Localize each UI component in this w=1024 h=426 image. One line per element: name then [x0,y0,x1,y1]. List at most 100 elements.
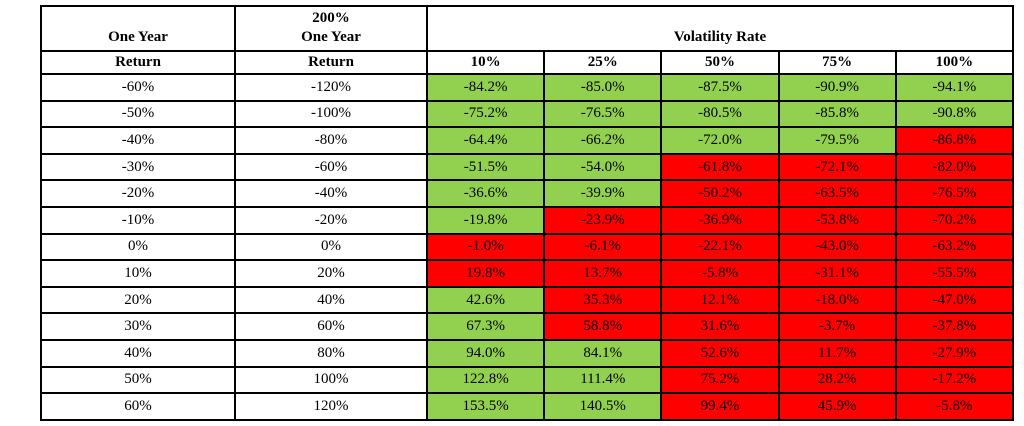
volatility-value-cell: 84.1% [543,338,663,368]
volatility-value-cell: -61.8% [660,152,780,182]
volatility-value-cell: -54.0% [543,152,663,182]
volatility-value-cell: 19.8% [425,259,546,288]
leveraged-return-cell: 80% [234,338,428,368]
volatility-value-cell: -47.0% [894,285,1015,315]
one-year-return-cell: -20% [40,179,236,208]
volatility-value-cell: -37.8% [894,312,1015,341]
volatility-value-cell: 122.8% [425,365,546,395]
volatility-value-cell: -70.2% [894,205,1015,235]
header-volatility-rate-cell: Volatility Rate [426,5,1014,52]
leveraged-return-cell: 40% [234,285,428,315]
volatility-value-cell: 28.2% [777,365,897,395]
volatility-value-cell: -31.1% [777,259,897,288]
leveraged-return-cell: -100% [234,99,428,129]
volatility-value-cell: -63.5% [777,179,897,208]
volatility-value-cell: -76.5% [894,179,1015,208]
table-row: -30% -60% -51.5% -54.0% -61.8% -72.1% -82.0% [40,152,1015,182]
header-row-1: One Year 200% One Year Volatility Rate [40,5,1014,52]
header-return-1-cell: Return [40,50,236,75]
volatility-value-cell: 13.7% [543,259,663,288]
volatility-value-cell: -90.9% [777,73,897,102]
volatility-value-cell: -55.5% [894,259,1015,288]
volatility-value-cell: -84.2% [425,73,546,102]
header-return-2-cell: Return [234,50,428,75]
volatility-value-cell: -85.0% [543,73,663,102]
volatility-value-cell: 52.6% [660,338,780,368]
volatility-value-cell: 140.5% [543,392,663,421]
header-vol-col-75: 75% [777,50,897,75]
volatility-value-cell: 75.2% [660,365,780,395]
volatility-value-cell: -82.0% [894,152,1015,182]
leveraged-return-cell: -60% [234,152,428,182]
volatility-value-cell: -19.8% [425,205,546,235]
volatility-value-cell: 35.3% [543,285,663,315]
one-year-return-cell: 0% [40,232,236,262]
volatility-value-cell: -86.8% [894,126,1015,155]
header-row-2: Return Return 10% 25% 50% 75% 100% [40,50,1015,75]
leveraged-return-cell: 120% [234,392,428,421]
volatility-value-cell: -3.7% [777,312,897,341]
one-year-return-cell: -40% [40,126,236,155]
table-row: 30% 60% 67.3% 58.8% 31.6% -3.7% -37.8% [40,312,1015,341]
volatility-value-cell: -79.5% [777,126,897,155]
volatility-value-cell: -36.9% [660,205,780,235]
volatility-value-cell: -76.5% [543,99,663,129]
leveraged-return-cell: 100% [234,365,428,395]
volatility-value-cell: -64.4% [425,126,546,155]
one-year-return-cell: 10% [40,259,236,288]
table-row: -20% -40% -36.6% -39.9% -50.2% -63.5% -76.5% [40,179,1015,208]
volatility-value-cell: -18.0% [777,285,897,315]
volatility-value-cell: -85.8% [777,99,897,129]
header-200-one-year-label: One Year [301,29,361,45]
one-year-return-cell: -60% [40,73,236,102]
table-body: -60% -120% -84.2% -85.0% -87.5% -90.9% -94.1% -… [40,73,1015,421]
leveraged-return-cell: -120% [234,73,428,102]
volatility-value-cell: -72.1% [777,152,897,182]
volatility-value-cell: -63.2% [894,232,1015,262]
volatility-value-cell: 94.0% [425,338,546,368]
one-year-return-cell: 50% [40,365,236,395]
one-year-return-cell: 30% [40,312,236,341]
volatility-value-cell: -23.9% [543,205,663,235]
volatility-value-cell: -27.9% [894,338,1015,368]
header-vol-col-25: 25% [543,50,663,75]
leveraged-return-cell: 60% [234,312,428,341]
table-row: -10% -20% -19.8% -23.9% -36.9% -53.8% -70.2% [40,205,1015,235]
table-row: -60% -120% -84.2% -85.0% -87.5% -90.9% -94.1% [40,73,1015,102]
leveraged-return-cell: 20% [234,259,428,288]
leveraged-return-cell: -20% [234,205,428,235]
volatility-value-cell: 12.1% [660,285,780,315]
volatility-value-cell: -5.8% [660,259,780,288]
volatility-value-cell: -90.8% [894,99,1015,129]
volatility-value-cell: -72.0% [660,126,780,155]
one-year-return-cell: 40% [40,338,236,368]
header-vol-col-50: 50% [660,50,780,75]
header-volatility-rate-label: Volatility Rate [673,29,767,45]
volatility-value-cell: 11.7% [777,338,897,368]
volatility-value-cell: 42.6% [425,285,546,315]
volatility-value-cell: -75.2% [425,99,546,129]
one-year-return-cell: -30% [40,152,236,182]
volatility-value-cell: -87.5% [660,73,780,102]
volatility-value-cell: 99.4% [660,392,780,421]
header-one-year-label: One Year [108,29,168,45]
table-row: 50% 100% 122.8% 111.4% 75.2% 28.2% -17.2% [40,365,1015,395]
volatility-value-cell: -5.8% [894,392,1015,421]
volatility-value-cell: 153.5% [425,392,546,421]
header-vol-col-100: 100% [894,50,1015,75]
volatility-value-cell: 31.6% [660,312,780,341]
table-row: 0% 0% -1.0% -6.1% -22.1% -43.0% -63.2% [40,232,1015,262]
volatility-value-cell: -6.1% [543,232,663,262]
volatility-value-cell: -94.1% [894,73,1015,102]
volatility-value-cell: -17.2% [894,365,1015,395]
volatility-value-cell: -53.8% [777,205,897,235]
volatility-value-cell: -22.1% [660,232,780,262]
one-year-return-cell: -50% [40,99,236,129]
header-vol-col-10: 10% [425,50,546,75]
table-row: 40% 80% 94.0% 84.1% 52.6% 11.7% -27.9% [40,338,1015,368]
one-year-return-cell: 60% [40,392,236,421]
one-year-return-cell: 20% [40,285,236,315]
volatility-value-cell: 58.8% [543,312,663,341]
volatility-table: One Year 200% One Year Volatility Rate R… [40,5,1015,421]
table-row: 10% 20% 19.8% 13.7% -5.8% -31.1% -55.5% [40,259,1015,288]
